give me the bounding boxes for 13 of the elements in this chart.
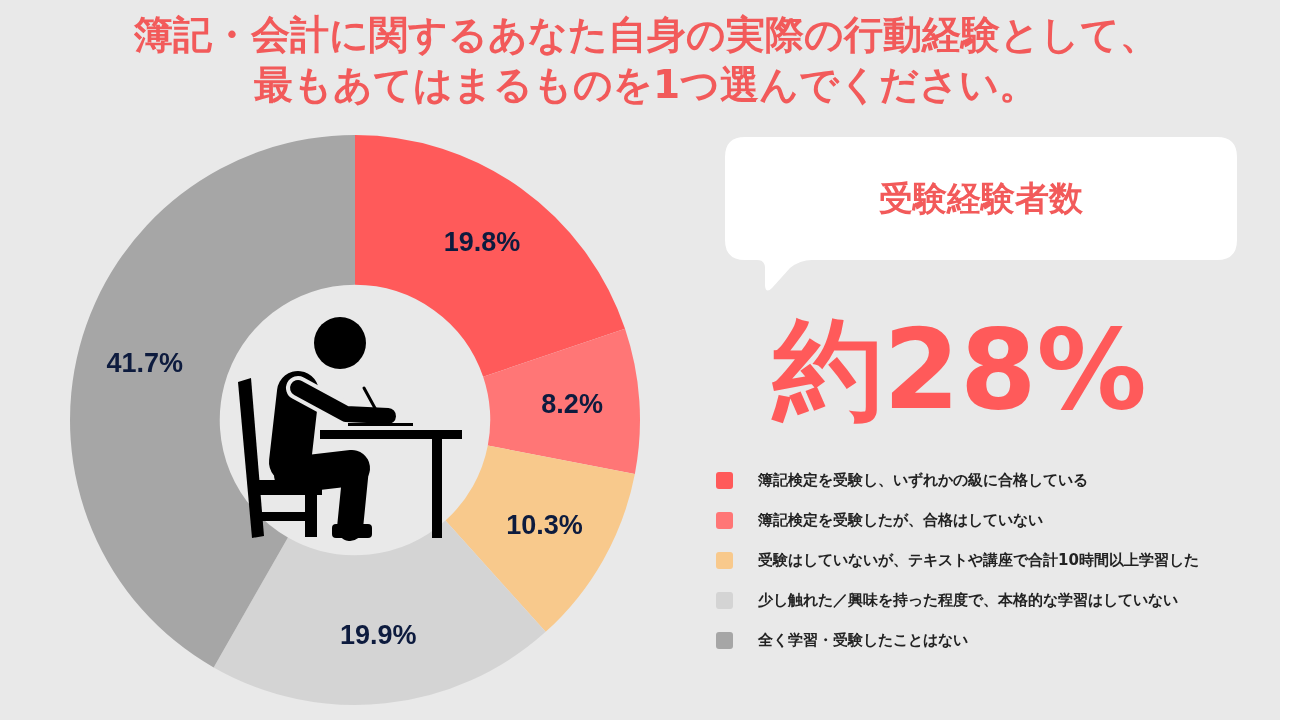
legend-label: 少し触れた／興味を持った程度で、本格的な学習はしていない xyxy=(758,590,1178,610)
data-label: 41.7% xyxy=(106,347,183,378)
data-label: 8.2% xyxy=(541,388,603,419)
legend-label: 簿記検定を受験したが、合格はしていない xyxy=(758,510,1043,530)
data-label: 19.9% xyxy=(339,619,417,650)
chart-title: 簿記・会計に関するあなた自身の実際の行動経験として、最もあてはまるものを1つ選んでください。 xyxy=(132,11,1160,109)
data-label: 19.8% xyxy=(443,226,521,257)
legend-label: 簿記検定を受験し、いずれかの級に合格している xyxy=(758,470,1088,490)
legend-label: 全く学習・受験したことはない xyxy=(758,630,968,650)
text: 受験経験者数 xyxy=(878,177,1084,220)
legend-label: 受験はしていないが、テキストや講座で合計10時間以上学習した xyxy=(758,550,1199,570)
data-label: 10.3% xyxy=(506,510,583,541)
text: 約28% xyxy=(770,305,1148,436)
